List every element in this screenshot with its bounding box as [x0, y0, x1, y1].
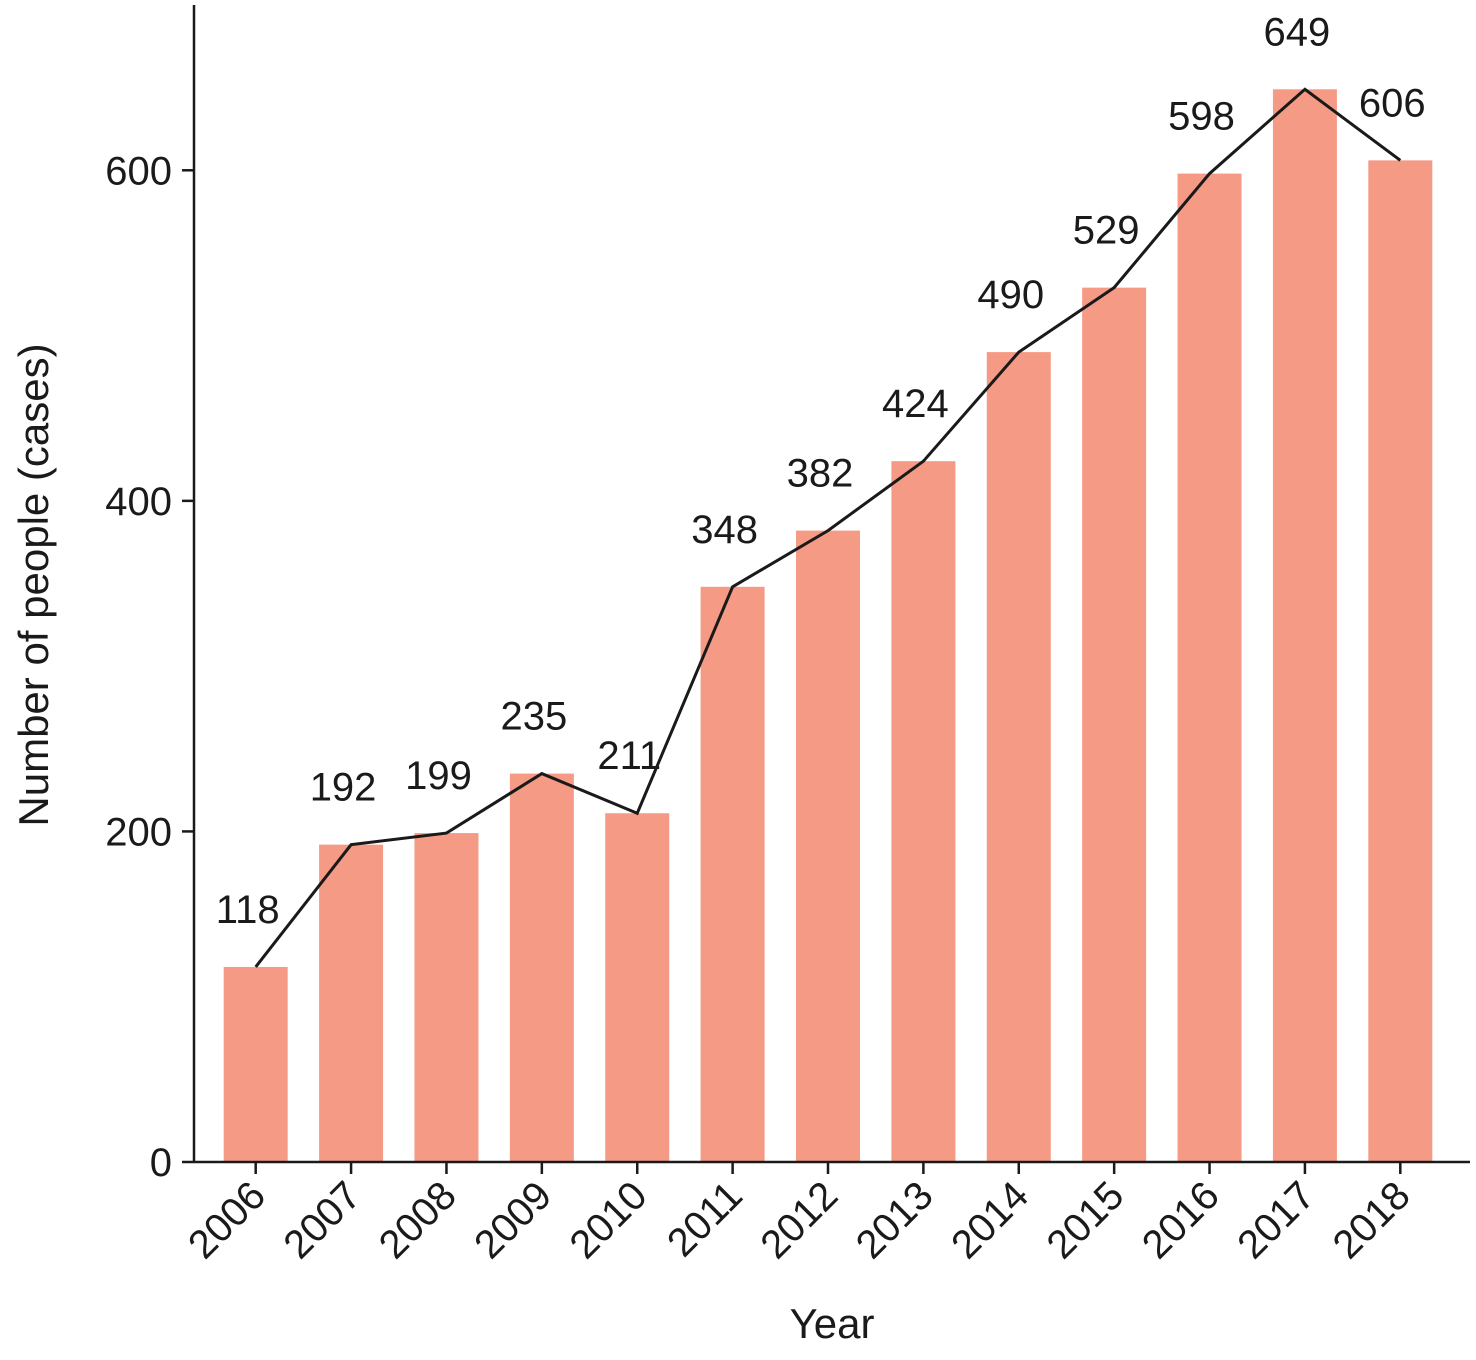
bar-2010	[605, 813, 670, 1162]
data-labels-group: 118 192 199 235 211 348 382 424 490 529 598 649 606	[216, 10, 1426, 932]
y-tick-label-200: 200	[105, 810, 172, 854]
data-label-2017: 649	[1264, 10, 1331, 54]
data-label-2011: 348	[691, 508, 758, 552]
data-label-2009: 235	[500, 695, 567, 739]
bar-2017	[1272, 89, 1337, 1163]
y-tick-label-600: 600	[105, 149, 172, 193]
bar-2012	[796, 530, 860, 1162]
data-label-2015: 529	[1073, 209, 1140, 253]
bar-2014	[986, 352, 1051, 1163]
bar-2007	[319, 844, 384, 1162]
bar-2013	[891, 461, 956, 1162]
bar-2015	[1082, 287, 1147, 1163]
data-label-2006: 118	[216, 888, 280, 932]
x-tick-label-2010: 2010	[562, 1173, 656, 1267]
x-tick-label-2017: 2017	[1229, 1173, 1323, 1267]
x-tick-label-2012: 2012	[752, 1173, 846, 1267]
x-tick-label-2008: 2008	[371, 1173, 465, 1267]
data-label-2018: 606	[1359, 81, 1426, 125]
x-tick-label-2013: 2013	[848, 1173, 942, 1267]
x-tick-label-2016: 2016	[1134, 1173, 1228, 1267]
x-tick-label-2006: 2006	[180, 1173, 274, 1267]
y-tick-label-400: 400	[105, 480, 172, 524]
bar-2018	[1368, 160, 1433, 1162]
bar-2011	[700, 586, 765, 1162]
x-tick-label-2018: 2018	[1325, 1173, 1419, 1267]
data-label-2010: 211	[597, 734, 661, 778]
x-tick-label-2007: 2007	[275, 1173, 369, 1267]
trend-line	[254, 87, 1402, 968]
data-label-2016: 598	[1168, 95, 1235, 139]
y-ticks-group: 0 200 400 600	[105, 149, 194, 1185]
x-tick-label-2014: 2014	[943, 1173, 1037, 1267]
x-tick-label-2009: 2009	[466, 1173, 560, 1267]
data-label-2013: 424	[882, 382, 949, 426]
x-tick-label-2015: 2015	[1038, 1173, 1132, 1267]
data-label-2014: 490	[977, 273, 1044, 317]
x-ticks-group: 2006 2007 2008 2009 2010 2011 2012 2013 2014 2015…	[180, 1162, 1419, 1267]
data-label-2008: 199	[405, 754, 472, 798]
bar-2016	[1177, 173, 1242, 1162]
data-label-2007: 192	[310, 766, 377, 810]
x-axis-title: Year	[790, 1300, 875, 1347]
x-tick-label-2011: 2011	[659, 1173, 751, 1265]
bar-2008	[414, 833, 479, 1162]
y-axis-title: Number of people (cases)	[10, 343, 57, 826]
bar-2006	[223, 966, 288, 1162]
y-tick-label-0: 0	[150, 1141, 172, 1185]
data-label-2012: 382	[787, 452, 854, 496]
bars-group	[223, 89, 1433, 1163]
bar-2009	[509, 773, 574, 1162]
